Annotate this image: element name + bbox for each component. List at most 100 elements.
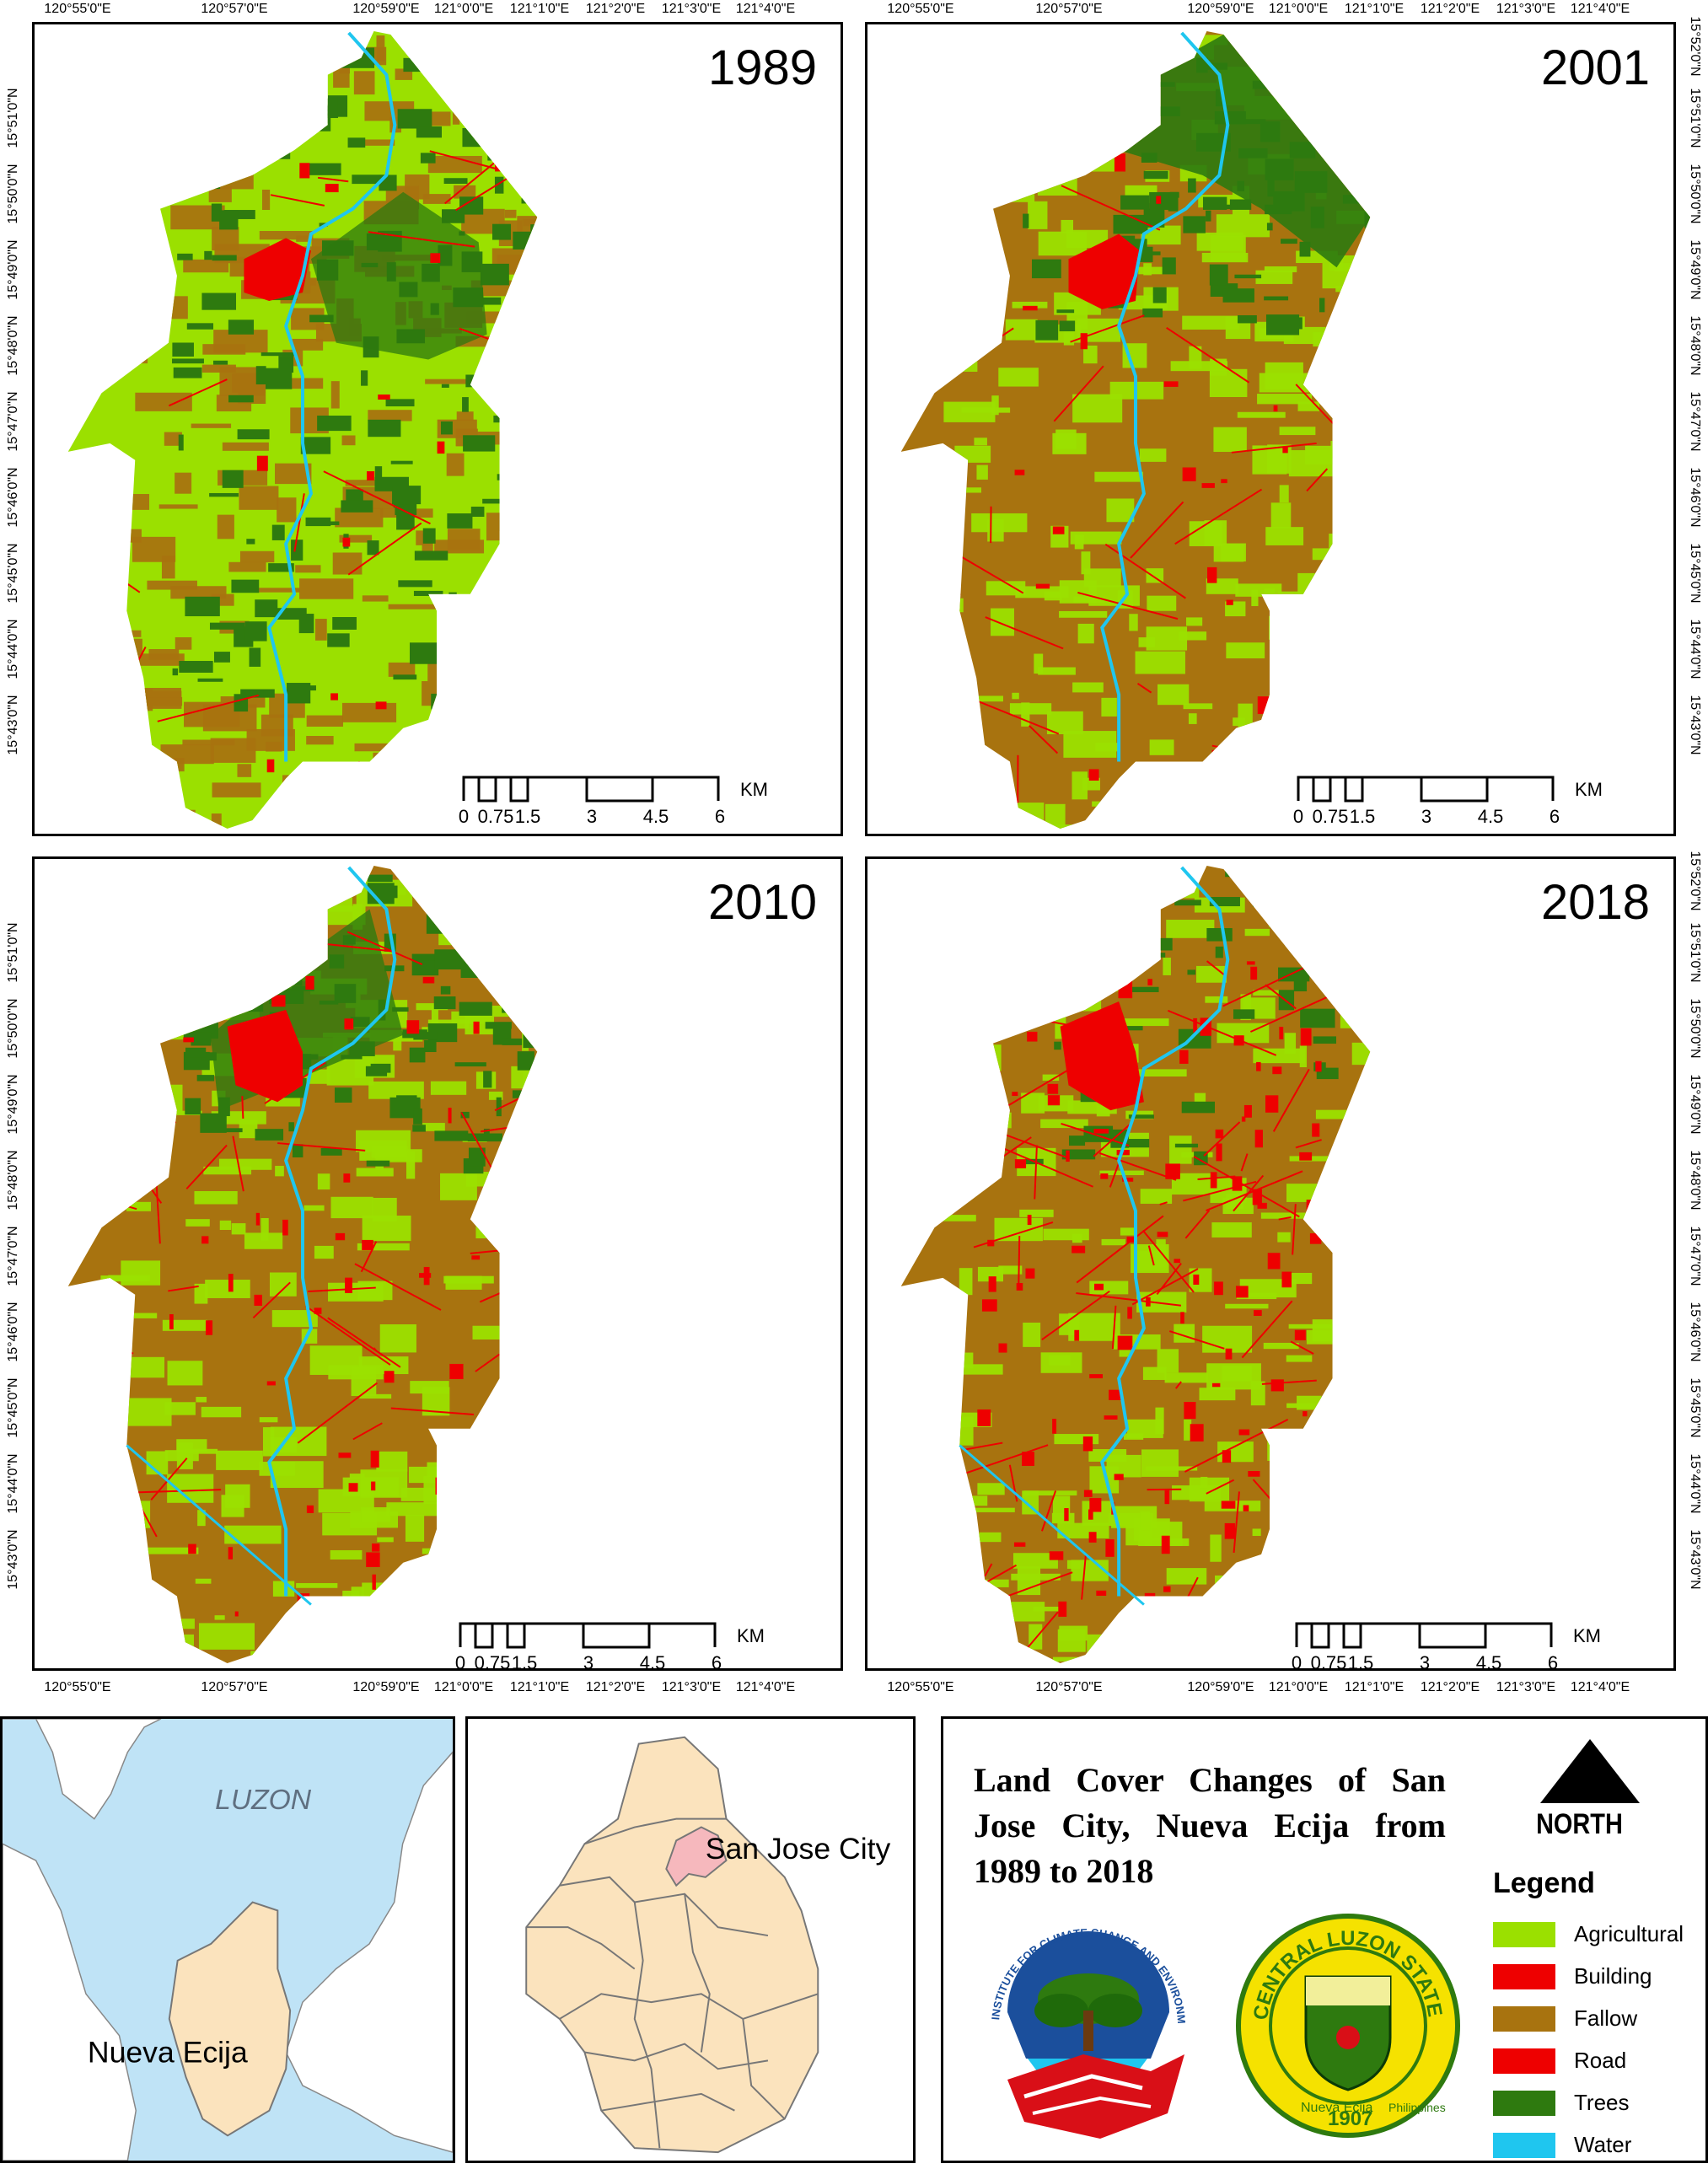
- province-label: Nueva Ecija: [88, 2035, 248, 2069]
- coordinate-tick-label: 121°1'0"E: [1344, 2, 1405, 16]
- legend-item: Road: [1493, 2048, 1626, 2074]
- coordinate-tick-label: 15°47'0"N: [6, 1226, 20, 1286]
- coordinate-tick-label: 120°59'0"E: [1187, 1680, 1254, 1694]
- inset-nueva-ecija-map: San Jose City: [465, 1716, 916, 2163]
- coordinate-tick-label: 15°49'0"N: [6, 239, 20, 300]
- scale-label: 6: [711, 1652, 722, 1673]
- coordinate-tick-label: 15°48'0"N: [6, 315, 20, 376]
- coordinate-tick-label: 15°43'0"N: [1688, 1529, 1702, 1590]
- legend-swatch: [1493, 1963, 1555, 1989]
- coordinate-tick-label: 121°2'0"E: [1420, 2, 1480, 16]
- coordinate-tick-label: 120°55'0"E: [44, 1680, 111, 1694]
- coordinate-tick-label: 15°52'0"N: [1688, 851, 1702, 911]
- coordinate-tick-label: 15°46'0"N: [6, 1302, 20, 1362]
- coordinate-tick-label: 15°47'0"N: [6, 391, 20, 452]
- legend-label: Fallow: [1574, 2005, 1638, 2031]
- coordinate-tick-label: 15°47'0"N: [1688, 1226, 1702, 1286]
- coordinate-tick-label: 121°2'0"E: [585, 2, 646, 16]
- clsu-seal-year: 1907: [1328, 2107, 1372, 2130]
- clsu-seal-subtext: Nueva Ecija: [1301, 2101, 1372, 2115]
- city-label: San Jose City: [706, 1832, 891, 1866]
- scale-label: 1.5: [514, 806, 541, 827]
- coordinate-tick-label: 15°52'0"N: [1688, 16, 1702, 77]
- north-arrow-icon: [1540, 1739, 1640, 1803]
- legend-label: Building: [1574, 1963, 1652, 1989]
- scale-label: 0.75: [474, 1652, 511, 1673]
- coordinate-tick-label: 15°51'0"N: [1688, 922, 1702, 983]
- coordinate-tick-label: 121°3'0"E: [1496, 2, 1556, 16]
- river: [1100, 866, 1230, 1597]
- scale-label: 4.5: [642, 806, 669, 827]
- icceem-logo: INSTITUTE FOR CLIMATE CHANGE AND ENVIRON…: [974, 1911, 1188, 2139]
- coordinate-tick-label: 15°51'0"N: [6, 88, 20, 148]
- coordinate-tick-label: 121°4'0"E: [735, 1680, 796, 1694]
- coordinate-tick-label: 121°4'0"E: [1570, 1680, 1630, 1694]
- coordinate-tick-label: 15°43'0"N: [1688, 695, 1702, 755]
- coordinate-tick-label: 15°50'0"N: [6, 998, 20, 1059]
- legend-label: Trees: [1574, 2090, 1630, 2115]
- legend-panel: Land Cover Changes of San Jose City, Nue…: [941, 1716, 1708, 2163]
- scale-unit: KM: [1575, 779, 1603, 800]
- year-label: 2010: [707, 875, 817, 930]
- scale-label: 0: [1291, 1652, 1302, 1673]
- coordinate-tick-label: 121°4'0"E: [735, 2, 796, 16]
- legend-title: Legend: [1493, 1867, 1595, 1899]
- legend-swatch: [1493, 2005, 1555, 2032]
- clsu-seal-country: Philippines: [1388, 2101, 1446, 2114]
- scale-label: 0.75: [1312, 806, 1349, 827]
- coordinate-tick-label: 15°43'0"N: [6, 1529, 20, 1590]
- legend-item: Fallow: [1493, 2005, 1637, 2032]
- coordinate-tick-label: 120°55'0"E: [44, 2, 111, 16]
- canal: [126, 1444, 312, 1606]
- coordinate-tick-label: 15°48'0"N: [6, 1150, 20, 1211]
- coordinate-tick-label: 15°49'0"N: [1688, 1074, 1702, 1135]
- scale-unit: KM: [1573, 1625, 1601, 1646]
- coordinate-tick-label: 15°49'0"N: [1688, 239, 1702, 300]
- land-cover-map: [67, 865, 538, 1664]
- map-panel-2010: 2010: [32, 856, 843, 1671]
- coordinate-tick-label: 120°59'0"E: [1187, 2, 1254, 16]
- scale-label: 6: [1549, 806, 1560, 827]
- map-panel-2018: 2018: [865, 856, 1676, 1671]
- coordinate-tick-label: 120°59'0"E: [352, 1680, 420, 1694]
- legend-swatch: [1493, 2090, 1555, 2116]
- coordinate-tick-label: 120°57'0"E: [1035, 2, 1103, 16]
- scale-label: 0: [1292, 806, 1304, 827]
- legend-swatch: [1493, 1921, 1555, 1947]
- scale-label: 3: [1419, 1652, 1431, 1673]
- scale-label: 0: [458, 806, 470, 827]
- scale-unit: KM: [737, 1625, 765, 1646]
- coordinate-tick-label: 15°45'0"N: [1688, 1377, 1702, 1438]
- built-up-area: [1068, 234, 1140, 309]
- coordinate-tick-label: 15°47'0"N: [1688, 391, 1702, 452]
- coordinate-tick-label: 120°59'0"E: [352, 2, 420, 16]
- land-cover-map: [67, 30, 538, 829]
- coordinate-tick-label: 15°44'0"N: [6, 1453, 20, 1514]
- coordinate-tick-label: 121°0'0"E: [1268, 1680, 1329, 1694]
- coordinate-tick-label: 121°2'0"E: [1420, 1680, 1480, 1694]
- coordinate-tick-label: 15°45'0"N: [6, 543, 20, 604]
- map-title: Land Cover Changes of San Jose City, Nue…: [974, 1761, 1446, 1890]
- coordinate-tick-label: 120°57'0"E: [201, 1680, 268, 1694]
- coordinate-tick-label: 15°45'0"N: [1688, 543, 1702, 604]
- north-label: NORTH: [1536, 1808, 1623, 1840]
- built-up-area: [244, 238, 311, 301]
- coordinate-tick-label: 15°48'0"N: [1688, 315, 1702, 376]
- coordinate-tick-label: 15°45'0"N: [6, 1377, 20, 1438]
- year-label: 1989: [707, 40, 817, 95]
- coordinate-tick-label: 15°43'0"N: [6, 695, 20, 755]
- scale-label: 0: [454, 1652, 466, 1673]
- scale-label: 3: [586, 806, 598, 827]
- scale-label: 3: [583, 1652, 594, 1673]
- scale-label: 6: [714, 806, 726, 827]
- coordinate-tick-label: 15°51'0"N: [1688, 88, 1702, 148]
- scale-label: 6: [1547, 1652, 1559, 1673]
- legend-swatch: [1493, 2048, 1555, 2074]
- coordinate-tick-label: 15°49'0"N: [6, 1074, 20, 1135]
- coordinate-tick-label: 15°46'0"N: [1688, 1302, 1702, 1362]
- coordinate-tick-label: 15°50'0"N: [1688, 998, 1702, 1059]
- scale-unit: KM: [740, 779, 768, 800]
- legend-label: Road: [1574, 2048, 1627, 2073]
- legend-swatch: [1493, 2132, 1555, 2158]
- river: [267, 866, 397, 1597]
